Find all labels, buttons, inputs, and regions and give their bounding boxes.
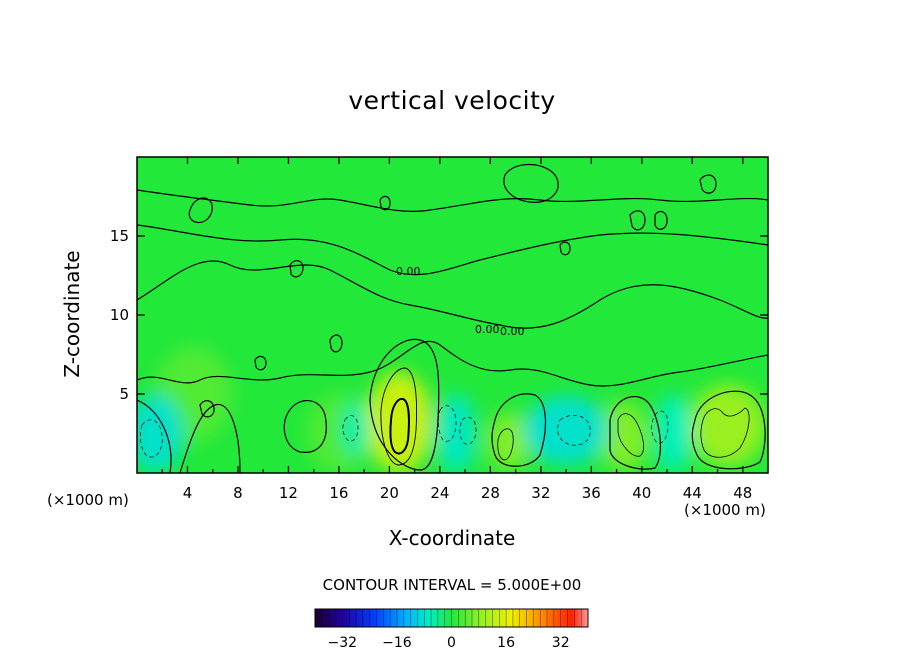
contour-zero-blob <box>503 163 559 203</box>
x-tick-label: 16 <box>329 484 348 502</box>
x-tick-label: 40 <box>632 484 651 502</box>
contour-zero-band <box>137 224 768 276</box>
x-tick-label: 28 <box>481 484 500 502</box>
contour-neg5-downdraft <box>437 405 457 442</box>
downdraft-region <box>523 395 609 466</box>
contour-neg5-downdraft <box>140 419 163 458</box>
contour-neg5-downdraft <box>342 415 359 442</box>
contour-zero-blob <box>559 241 571 256</box>
downdraft-region <box>340 400 371 458</box>
updraft-region <box>486 412 533 470</box>
contour-zero-ring <box>609 396 661 470</box>
contour-zero-ring <box>691 390 766 470</box>
contour-zero-ring <box>369 338 440 471</box>
downdraft-region <box>436 394 477 473</box>
x-tick-label: 36 <box>582 484 601 502</box>
colorbar-tick-label: 16 <box>497 635 515 651</box>
contour-zero-upper <box>137 260 768 329</box>
contour-10-updraft <box>389 397 410 455</box>
y-tick-label: 5 <box>119 385 129 403</box>
contour-5-updraft <box>380 367 418 466</box>
contour-neg5-downdraft <box>651 410 669 444</box>
x-unit-left: (×1000 m) <box>47 491 129 509</box>
colorbar-tick-label: −32 <box>328 635 358 651</box>
x-tick-label: 20 <box>380 484 399 502</box>
colorbar-tick-label: −16 <box>382 635 412 651</box>
y-tick-label: 10 <box>110 306 129 324</box>
x-tick-label: 8 <box>233 484 243 502</box>
contour-zero-ring <box>491 393 547 467</box>
contour-neg5-downdraft <box>459 416 477 445</box>
x-unit-right: (×1000 m) <box>684 501 766 519</box>
contour-zero-top <box>137 189 768 212</box>
contour-zero-band-lower <box>137 399 241 473</box>
contour-zero-blob <box>629 210 646 231</box>
chart-title: vertical velocity <box>348 86 556 115</box>
contour-5-updraft <box>700 407 750 458</box>
x-tick-label: 44 <box>683 484 702 502</box>
y-tick-label: 15 <box>110 227 129 245</box>
contour-zero-blob <box>654 210 668 230</box>
x-axis-label: X-coordinate <box>388 526 516 550</box>
contour-zero-blob <box>379 195 391 211</box>
contour-5-updraft <box>617 413 644 457</box>
colorbar-tick-label: 32 <box>552 635 570 651</box>
contour-zero-blob <box>329 334 343 353</box>
contour-label: 0.00 <box>475 323 500 336</box>
contour-zero-blob <box>188 197 213 224</box>
y-axis-label: Z-coordinate <box>60 250 84 378</box>
x-tick-label: 32 <box>531 484 550 502</box>
x-tick-label: 4 <box>183 484 193 502</box>
contour-neg5-downdraft <box>557 414 591 446</box>
updraft-region <box>366 371 433 473</box>
contour-label: 0.00 <box>500 325 525 338</box>
downdraft-region <box>654 394 693 473</box>
contour-label: 0.00 <box>396 265 421 278</box>
contour-zero-lower <box>137 340 768 387</box>
contour-zero-blob <box>699 174 717 194</box>
colorbar: −32 −16 0 16 32 <box>314 608 589 651</box>
contour-zero-blob <box>199 400 215 418</box>
contour-interval-text: CONTOUR INTERVAL = 5.000E+00 <box>322 576 582 594</box>
contour-zero-ring <box>283 400 327 453</box>
x-tick-label: 12 <box>279 484 298 502</box>
colorbar-tick-label: 0 <box>447 635 456 651</box>
x-tick-label: 24 <box>430 484 449 502</box>
contour-5-updraft <box>497 428 514 461</box>
downdraft-region <box>137 394 184 473</box>
updraft-region <box>689 384 766 467</box>
x-tick-label: 48 <box>733 484 752 502</box>
contour-zero-blob <box>289 260 304 278</box>
contour-zero-blob <box>254 355 267 371</box>
updraft-region <box>600 401 649 472</box>
